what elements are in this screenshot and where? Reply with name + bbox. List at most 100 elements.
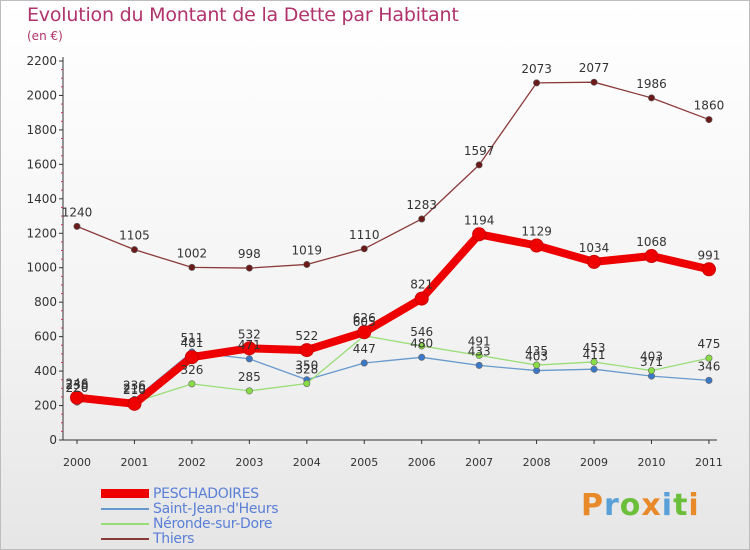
x-tick-label: 2000: [63, 456, 91, 469]
data-point: [299, 343, 314, 358]
data-label: 522: [295, 329, 318, 343]
data-point: [647, 367, 655, 375]
brand-letter: i: [661, 488, 674, 523]
data-point: [418, 342, 426, 350]
y-tick-label: 400: [34, 364, 57, 378]
data-label: 210: [123, 383, 146, 397]
data-label: 1068: [636, 235, 667, 249]
brand-letter: t: [673, 488, 689, 523]
data-point: [533, 79, 541, 87]
data-label: 411: [583, 348, 606, 362]
data-label: 998: [238, 247, 261, 261]
legend-swatch: [101, 522, 149, 525]
data-label: 346: [697, 359, 720, 373]
data-point: [533, 361, 541, 369]
brand-logo: Proxiti: [581, 488, 700, 523]
data-label: 236: [123, 378, 146, 392]
data-point: [705, 354, 713, 362]
data-point: [188, 263, 196, 271]
data-point: [590, 358, 598, 366]
data-label: 1860: [694, 99, 725, 113]
legend-swatch: [101, 489, 149, 498]
legend-swatch: [101, 537, 149, 540]
data-point: [360, 359, 368, 367]
data-label: 605: [353, 315, 376, 329]
data-label: 328: [295, 362, 318, 376]
legend-label: Néronde-sur-Dore: [153, 515, 273, 532]
legend-item: Néronde-sur-Dore: [101, 515, 278, 532]
data-label: 1105: [119, 229, 150, 243]
y-tick-label: 1800: [26, 123, 57, 137]
y-tick-label: 2000: [26, 88, 57, 102]
x-tick-label: 2009: [580, 456, 608, 469]
y-tick-label: 1000: [26, 261, 57, 275]
legend-label: PESCHADOIRES: [153, 485, 259, 502]
data-point: [242, 341, 257, 356]
data-label: 285: [238, 370, 261, 384]
y-tick-label: 2200: [26, 54, 57, 68]
data-label: 475: [697, 337, 720, 351]
legend-item: PESCHADOIRES: [101, 485, 278, 502]
data-label: 991: [697, 248, 720, 262]
data-label: 433: [468, 344, 491, 358]
data-label: 511: [180, 331, 203, 345]
data-point: [475, 351, 483, 359]
x-tick-label: 2005: [350, 456, 378, 469]
data-label: 220: [66, 381, 89, 395]
data-label: 626: [353, 311, 376, 325]
data-point: [475, 161, 483, 169]
data-point: [357, 325, 372, 340]
series-line: [76, 335, 710, 403]
data-label: 471: [238, 338, 261, 352]
data-point: [127, 396, 142, 411]
data-label: 1194: [464, 213, 495, 227]
data-point: [472, 227, 487, 242]
x-tick-label: 2001: [120, 456, 148, 469]
data-label: 1986: [636, 77, 667, 91]
y-tick-label: 800: [34, 295, 57, 309]
x-tick-label: 2008: [523, 456, 551, 469]
data-label: 238: [66, 378, 89, 392]
data-label: 1019: [292, 243, 323, 257]
x-tick-label: 2002: [178, 456, 206, 469]
x-tick-label: 2004: [293, 456, 321, 469]
data-label: 480: [410, 336, 433, 350]
data-point: [245, 264, 253, 272]
data-point: [418, 353, 426, 361]
legend: PESCHADOIRES Saint-Jean-d'Heurs Néronde-su…: [101, 485, 279, 547]
data-point: [705, 376, 713, 384]
brand-letter: i: [688, 488, 700, 523]
data-point: [130, 246, 138, 254]
data-label: 821: [410, 278, 433, 292]
data-label: 1240: [62, 205, 93, 219]
data-point: [245, 387, 253, 395]
data-label: 403: [640, 350, 663, 364]
data-label: 447: [353, 342, 376, 356]
data-point: [188, 380, 196, 388]
data-point: [360, 245, 368, 253]
x-tick-label: 2011: [695, 456, 723, 469]
data-point: [590, 365, 598, 373]
data-label: 546: [410, 325, 433, 339]
brand-letter: x: [641, 488, 662, 523]
series-line: [73, 230, 713, 408]
brand-letter: o: [619, 488, 642, 523]
data-label: 2073: [521, 62, 552, 76]
data-label: 2077: [579, 61, 610, 75]
data-label: 403: [525, 350, 548, 364]
series-line: [76, 81, 710, 269]
data-point: [73, 222, 81, 230]
data-label: 435: [525, 344, 548, 358]
data-label: 1034: [579, 241, 610, 255]
data-point: [529, 238, 544, 253]
data-point: [303, 379, 311, 387]
chart-subtitle: (en €): [27, 29, 63, 43]
brand-letter: P: [581, 488, 604, 523]
y-tick-label: 200: [34, 399, 57, 413]
x-tick-label: 2007: [465, 456, 493, 469]
data-point: [184, 350, 199, 365]
data-point: [647, 94, 655, 102]
y-tick-label: 1400: [26, 192, 57, 206]
